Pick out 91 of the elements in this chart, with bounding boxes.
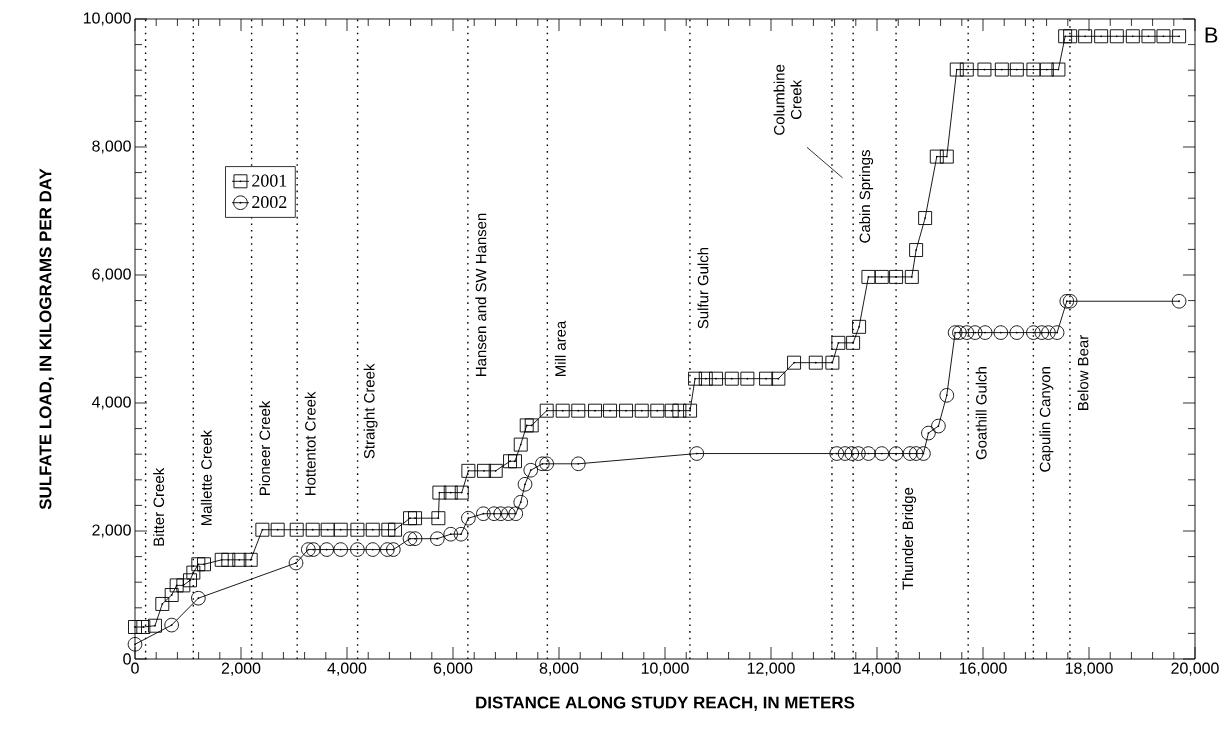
point (127, 637, 143, 652)
point (837, 446, 853, 461)
point (430, 531, 445, 546)
ref-line-label: Bitter Creek (153, 467, 165, 546)
point (319, 542, 334, 557)
point (851, 446, 866, 461)
point (1026, 325, 1041, 340)
ref-line-label: Mallette Creek (200, 429, 212, 526)
text: B (1205, 27, 1218, 43)
point (493, 506, 509, 521)
y-tick-label: 8,000 (92, 140, 131, 154)
point (365, 542, 381, 557)
point (164, 617, 179, 633)
point (993, 325, 1009, 340)
ref-line-label: Goathill Gulch (975, 367, 987, 460)
ref-line-label: Mill area (554, 320, 566, 376)
point (539, 456, 554, 472)
point (333, 542, 348, 557)
point (386, 542, 401, 557)
point (191, 590, 206, 606)
point (908, 446, 924, 461)
point (517, 477, 533, 492)
point (476, 506, 491, 521)
x-tick-label: 20,000 (1171, 662, 1219, 676)
x-tick-label: 18,000 (1065, 662, 1113, 676)
ref-line-label: Thunder Bridge (902, 487, 917, 590)
point (350, 542, 365, 557)
point (1034, 325, 1050, 340)
point (977, 325, 993, 340)
point (513, 494, 529, 510)
y-tick-label: 10,000 (83, 12, 131, 26)
point (306, 542, 321, 557)
ref-line-label: Pioneer Creek (259, 400, 271, 495)
y-tick-label: 0 (123, 653, 131, 665)
point (902, 446, 918, 461)
x-tick-label: 10,000 (641, 662, 689, 676)
point (931, 418, 946, 434)
point (461, 510, 476, 526)
point (407, 531, 423, 546)
point (508, 506, 524, 521)
point (501, 506, 516, 521)
ref-line-label: Columbine Creek (773, 64, 802, 135)
ref-line-label: Sulfur Gulch (697, 247, 709, 329)
ref-line-label: Hottentot Creek (304, 391, 316, 495)
point (443, 526, 458, 542)
point (829, 446, 845, 461)
point (916, 446, 931, 461)
ref-line-label: Hansen and SW Hansen (475, 213, 487, 376)
point (486, 506, 502, 521)
point (959, 325, 975, 340)
legend-label: 2001 (252, 174, 287, 187)
point (844, 446, 860, 461)
point (921, 425, 936, 441)
x-tick-label: 8,000 (539, 662, 579, 676)
x-tick-label: 16,000 (959, 662, 1007, 676)
point (1041, 325, 1056, 340)
point (535, 456, 550, 472)
point (947, 325, 963, 340)
point (1171, 293, 1187, 309)
x-tick-label: 14,000 (853, 662, 901, 676)
ref-line-label: Cabin Springs (859, 150, 874, 243)
point (571, 456, 586, 472)
x-tick-label: 6,000 (433, 662, 473, 676)
x-tick-label: 12,000 (747, 662, 795, 676)
point (380, 542, 395, 557)
x-axis-title: DISTANCE ALONG STUDY REACH, IN METERS (476, 696, 855, 711)
point (689, 446, 705, 461)
point (874, 446, 890, 461)
point (288, 555, 304, 571)
y-tick-label: 4,000 (91, 396, 131, 410)
x-tick-label: 2,000 (221, 662, 261, 676)
point (402, 531, 418, 546)
point (952, 325, 967, 340)
point (888, 446, 904, 461)
point (523, 462, 539, 478)
x-tick-label: 0 (131, 662, 139, 674)
point (453, 526, 469, 542)
ref-line-label: Straight Creek (363, 363, 378, 459)
y-tick-label: 6,000 (92, 268, 131, 282)
ref-line-label: Capulin Canyon (1039, 367, 1054, 472)
point (967, 325, 983, 340)
point (1009, 325, 1025, 340)
y-tick-label: 2,000 (92, 524, 131, 538)
point (939, 388, 955, 403)
y-axis-title: SULFATE LOAD, IN KILOGRAMS PER DAY (39, 168, 54, 510)
point (861, 446, 876, 461)
x-tick-label: 4,000 (327, 662, 367, 676)
point (1049, 325, 1065, 340)
ref-line-label: Below Bear (1077, 335, 1089, 410)
point (301, 542, 316, 557)
legend-label: 2002 (252, 195, 287, 209)
